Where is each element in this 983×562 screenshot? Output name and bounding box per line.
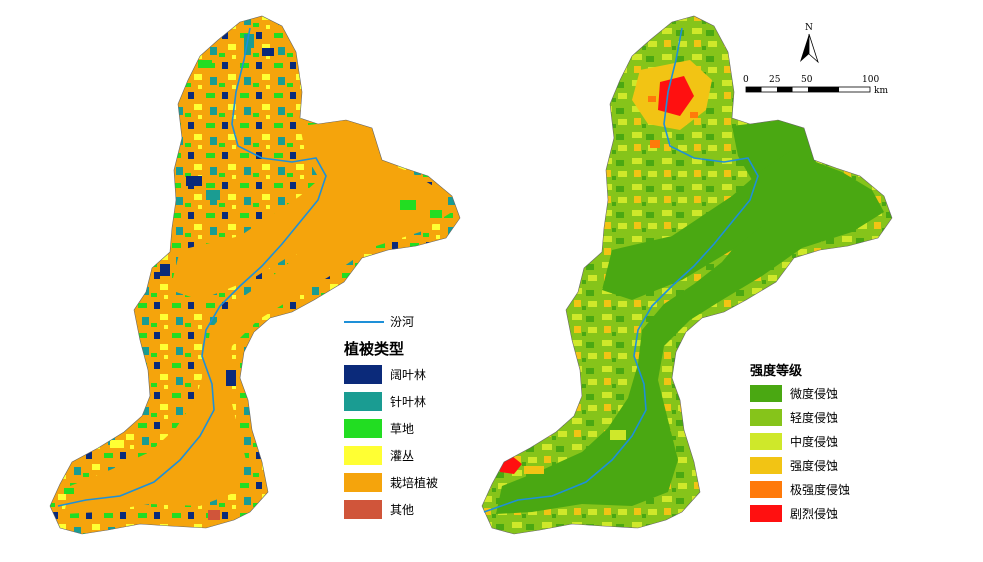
north-label: N bbox=[805, 23, 813, 33]
vegetation-legend: 汾河 植被类型 阔叶林 针叶林 草地 灌丛 栽培植被 其他 bbox=[344, 315, 438, 519]
legend-label-light: 轻度侵蚀 bbox=[790, 410, 838, 425]
legend-swatch-shrub bbox=[344, 446, 382, 465]
legend-swatch-conifer bbox=[344, 392, 382, 411]
river-line-left bbox=[57, 27, 327, 507]
legend-label-extreme: 极强度侵蚀 bbox=[790, 482, 850, 497]
legend-label-slight: 微度侵蚀 bbox=[790, 386, 838, 401]
scale-bar: 0 25 50 100 km bbox=[743, 75, 888, 96]
legend-swatch-intense bbox=[750, 457, 782, 474]
scale-tick-50: 50 bbox=[801, 75, 813, 85]
river-legend-label: 汾河 bbox=[390, 315, 414, 329]
legend-label-other: 其他 bbox=[390, 503, 414, 517]
legend-swatch-severe bbox=[750, 505, 782, 522]
legend-label-shrub: 灌丛 bbox=[390, 449, 414, 463]
legend-swatch-grassland bbox=[344, 419, 382, 438]
legend-label-grassland: 草地 bbox=[390, 422, 414, 436]
river-line-right bbox=[483, 27, 759, 513]
legend-swatch-light bbox=[750, 409, 782, 426]
scale-tick-25: 25 bbox=[769, 75, 781, 85]
legend-swatch-broadleaf bbox=[344, 365, 382, 384]
scale-tick-0: 0 bbox=[743, 75, 749, 85]
legend-swatch-cultivated bbox=[344, 473, 382, 492]
erosion-legend: 强度等级 微度侵蚀 轻度侵蚀 中度侵蚀 强度侵蚀 极强度侵蚀 剧烈侵蚀 bbox=[750, 363, 850, 522]
legend-swatch-slight bbox=[750, 385, 782, 402]
legend-label-cultivated: 栽培植被 bbox=[390, 475, 438, 490]
legend-label-severe: 剧烈侵蚀 bbox=[790, 506, 838, 521]
legend-label-conifer: 针叶林 bbox=[390, 394, 426, 409]
scale-unit: km bbox=[874, 86, 888, 96]
legend-swatch-other bbox=[344, 500, 382, 519]
legend-swatch-extreme bbox=[750, 481, 782, 498]
legend-label-moderate: 中度侵蚀 bbox=[790, 434, 838, 449]
legend-label-intense: 强度侵蚀 bbox=[790, 458, 838, 473]
legend-label-broadleaf: 阔叶林 bbox=[390, 368, 426, 382]
erosion-legend-title: 强度等级 bbox=[750, 363, 803, 379]
north-arrow-icon: N bbox=[800, 23, 819, 64]
scale-tick-100: 100 bbox=[862, 75, 879, 85]
vegetation-legend-title: 植被类型 bbox=[344, 340, 404, 358]
legend-swatch-moderate bbox=[750, 433, 782, 450]
